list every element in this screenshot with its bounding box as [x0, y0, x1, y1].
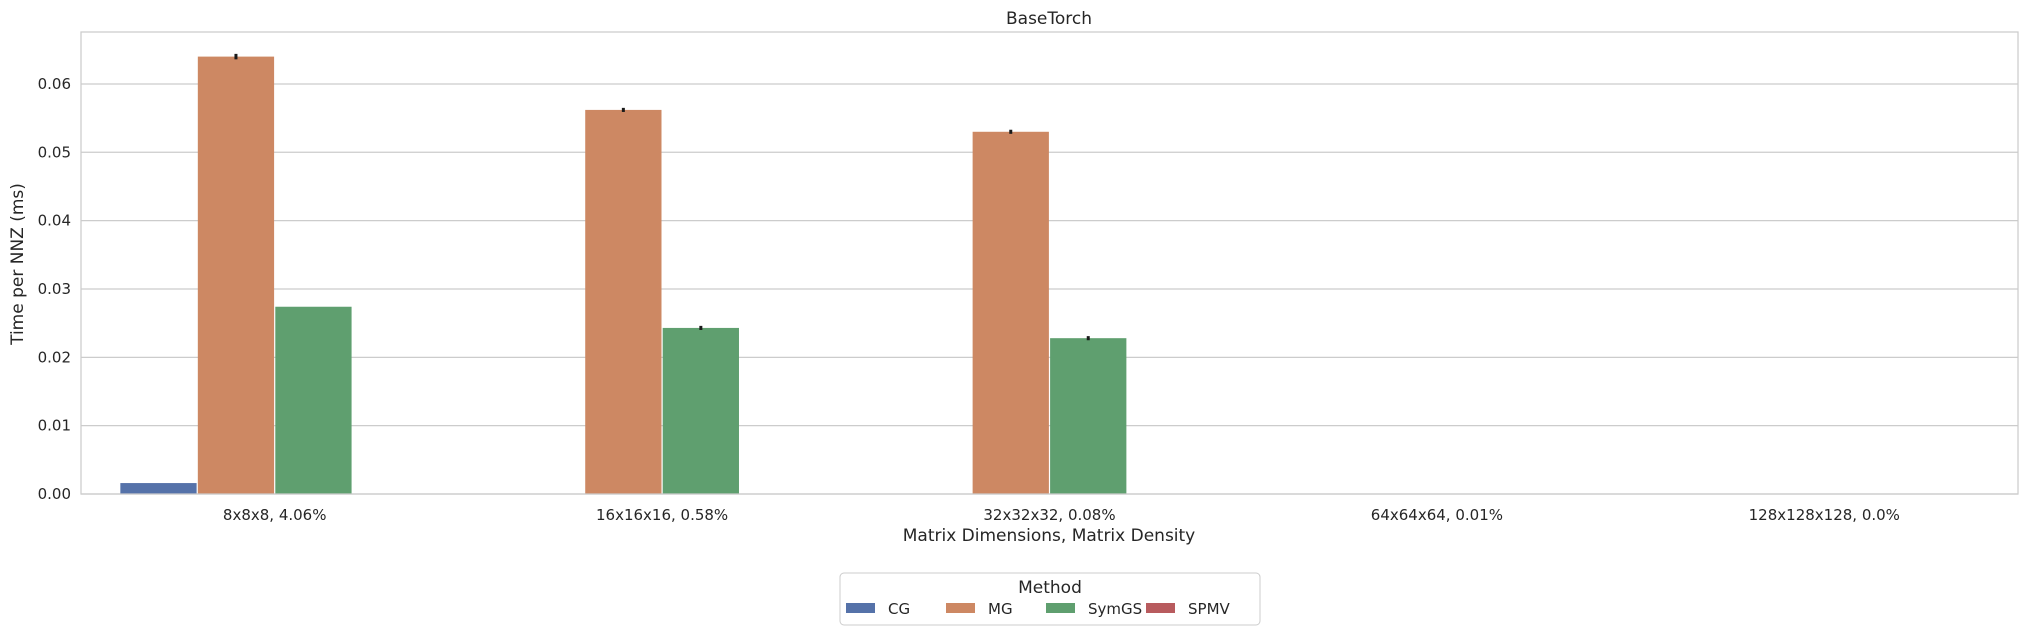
y-tick-label: 0.03 [38, 280, 71, 298]
legend: Method CG MG SymGS SPMV [839, 572, 1261, 626]
y-tick-label: 0.02 [38, 348, 71, 366]
legend-swatch-spmv [1146, 603, 1175, 613]
bars [120, 56, 1127, 495]
bar-symgs [1050, 338, 1127, 494]
legend-items: CG MG SymGS SPMV [846, 600, 1231, 618]
plot-frame [80, 31, 2019, 495]
x-tick-labels: 8x8x8, 4.06% 16x16x16, 0.58% 32x32x32, 0.0… [223, 506, 1900, 524]
bar-mg [972, 131, 1049, 494]
error-bars [234, 53, 1090, 341]
bar-symgs [275, 306, 352, 494]
legend-swatch-cg [846, 603, 875, 613]
y-tick-label: 0.05 [38, 143, 71, 161]
x-tick-label: 64x64x64, 0.01% [1371, 506, 1503, 524]
bar-symgs [662, 327, 739, 494]
legend-swatch-mg [946, 603, 975, 613]
bar-cg [120, 483, 197, 494]
y-axis-label: Time per NNZ (ms) [8, 183, 28, 346]
y-tick-label: 0.06 [38, 75, 71, 93]
legend-label-mg: MG [988, 600, 1013, 618]
y-tick-labels: 0.00 0.01 0.02 0.03 0.04 0.05 0.06 [38, 75, 71, 503]
y-tick-label: 0.00 [38, 485, 71, 503]
x-tick-label: 128x128x128, 0.0% [1749, 506, 1900, 524]
x-axis-label: Matrix Dimensions, Matrix Density [903, 526, 1196, 546]
bar-mg [585, 109, 662, 494]
y-tick-label: 0.04 [38, 212, 71, 230]
y-tick-label: 0.01 [38, 417, 71, 435]
bar-mg [197, 56, 275, 495]
chart-title: BaseTorch [1006, 9, 1092, 29]
legend-label-cg: CG [888, 600, 910, 618]
legend-title: Method [1018, 578, 1082, 598]
legend-swatch-symgs [1046, 603, 1075, 613]
x-tick-label: 32x32x32, 0.08% [983, 506, 1115, 524]
grid [81, 83, 2018, 495]
x-tick-label: 16x16x16, 0.58% [596, 506, 728, 524]
legend-label-spmv: SPMV [1188, 600, 1231, 618]
x-tick-label: 8x8x8, 4.06% [223, 506, 327, 524]
legend-label-symgs: SymGS [1088, 600, 1142, 618]
